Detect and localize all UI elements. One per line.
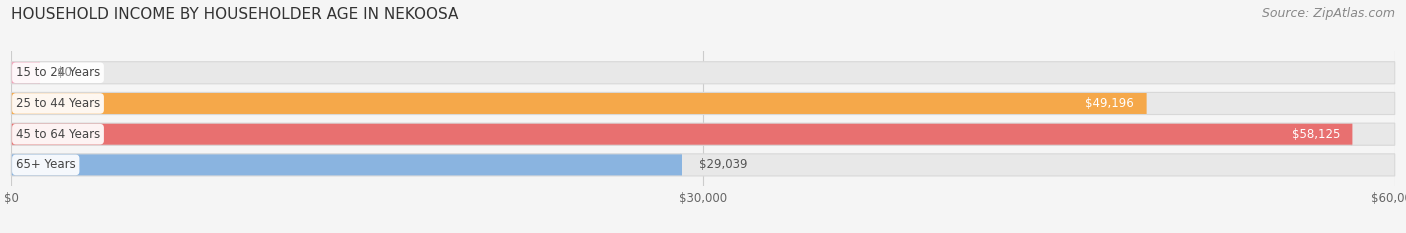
FancyBboxPatch shape [11,123,1395,145]
Text: 25 to 44 Years: 25 to 44 Years [15,97,100,110]
FancyBboxPatch shape [11,62,1395,84]
Text: HOUSEHOLD INCOME BY HOUSEHOLDER AGE IN NEKOOSA: HOUSEHOLD INCOME BY HOUSEHOLDER AGE IN N… [11,7,458,22]
FancyBboxPatch shape [11,62,39,84]
Text: 15 to 24 Years: 15 to 24 Years [15,66,100,79]
Text: $49,196: $49,196 [1085,97,1135,110]
FancyBboxPatch shape [11,154,681,176]
Text: Source: ZipAtlas.com: Source: ZipAtlas.com [1261,7,1395,20]
FancyBboxPatch shape [11,123,1351,145]
Text: $0: $0 [58,66,72,79]
Text: 65+ Years: 65+ Years [15,158,76,171]
FancyBboxPatch shape [11,93,1146,115]
Text: 45 to 64 Years: 45 to 64 Years [15,128,100,141]
Text: $29,039: $29,039 [699,158,748,171]
Text: $58,125: $58,125 [1292,128,1340,141]
FancyBboxPatch shape [11,154,1395,176]
FancyBboxPatch shape [11,93,1395,115]
